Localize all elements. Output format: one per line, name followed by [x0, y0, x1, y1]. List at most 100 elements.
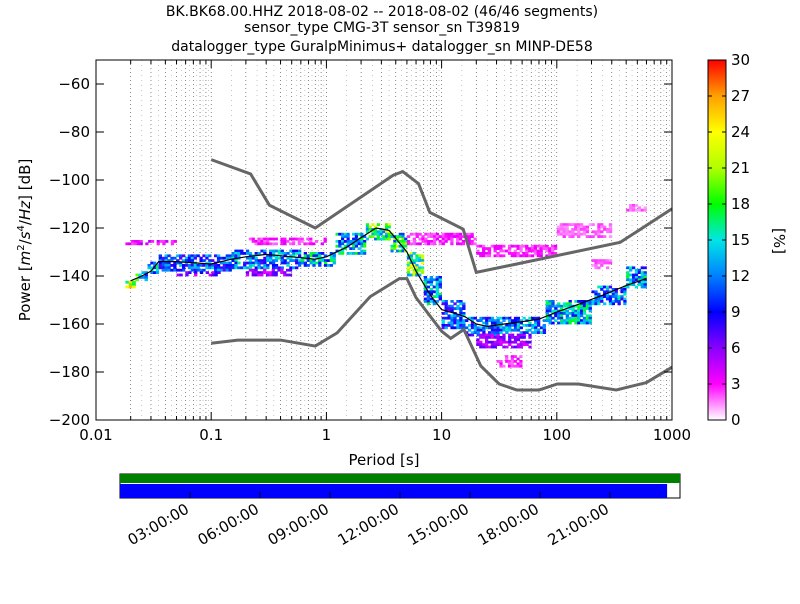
density-cell	[128, 283, 133, 286]
density-cell	[323, 237, 327, 241]
density-cell	[496, 328, 500, 332]
density-cell	[219, 266, 224, 270]
density-cell	[420, 261, 425, 265]
density-cell	[357, 252, 361, 255]
density-cell	[600, 230, 604, 234]
density-cell	[545, 244, 549, 248]
density-cell	[479, 336, 483, 339]
density-cell	[125, 285, 130, 289]
density-cell	[458, 235, 463, 238]
density-cell	[346, 237, 350, 241]
density-cell	[312, 259, 316, 262]
density-cell	[513, 316, 518, 320]
density-cell	[444, 237, 448, 241]
density-cell	[365, 230, 369, 234]
density-cell	[516, 343, 521, 346]
density-cell	[502, 319, 506, 322]
density-cell	[467, 235, 471, 238]
density-cell	[426, 280, 431, 284]
density-cell	[528, 249, 532, 253]
density-cell	[611, 300, 615, 303]
density-cell	[205, 271, 210, 274]
density-cell	[415, 264, 419, 267]
density-cell	[519, 343, 523, 346]
density-cell	[479, 244, 483, 248]
density-cell	[565, 309, 569, 313]
density-cell	[357, 232, 361, 236]
density-cell	[418, 237, 422, 241]
density-cell	[423, 300, 428, 303]
density-cell	[562, 230, 566, 234]
density-cell	[582, 321, 587, 325]
density-cell	[438, 242, 442, 246]
density-cell	[251, 273, 255, 277]
density-cell	[482, 244, 486, 248]
density-cell	[196, 268, 200, 272]
density-cell	[385, 232, 389, 236]
density-cell	[271, 259, 276, 262]
density-cell	[248, 261, 253, 265]
colorbar-tick-label: 3	[731, 375, 741, 393]
density-cell	[479, 343, 483, 346]
density-cell	[496, 254, 500, 258]
density-cell	[519, 336, 523, 339]
density-cell	[453, 321, 457, 325]
density-cell	[513, 336, 518, 339]
density-cell	[551, 249, 555, 253]
density-cell	[280, 252, 284, 255]
density-cell	[459, 321, 463, 325]
density-cell	[125, 242, 129, 246]
density-cell	[582, 319, 587, 322]
density-cell	[291, 240, 296, 243]
density-cell	[435, 235, 440, 238]
density-cell	[187, 264, 192, 267]
density-cell	[286, 256, 290, 260]
density-cell	[545, 247, 549, 250]
density-cell	[300, 261, 305, 265]
colorbar-tick-label: 18	[731, 195, 750, 213]
density-cell	[237, 252, 241, 255]
density-cell	[554, 304, 558, 308]
density-cell	[286, 264, 290, 267]
density-cell	[365, 223, 369, 226]
colorbar-label: [%]	[770, 228, 788, 254]
density-cell	[406, 266, 411, 270]
density-cell	[458, 232, 463, 236]
density-cell	[580, 309, 584, 313]
density-cell	[269, 259, 273, 262]
density-cell	[499, 316, 503, 320]
y-label-exp-s: 4	[16, 225, 27, 231]
density-cell	[274, 273, 278, 277]
density-cell	[194, 271, 198, 274]
density-cell	[335, 244, 339, 248]
density-cell	[594, 300, 598, 303]
density-cell	[184, 261, 189, 265]
density-cell	[352, 247, 356, 250]
density-cell	[574, 312, 578, 315]
density-cell	[216, 268, 221, 272]
x-tick-label: 0.1	[199, 426, 223, 444]
density-cell	[519, 360, 523, 363]
density-cell	[323, 240, 327, 243]
density-cell	[387, 230, 391, 234]
density-cell	[153, 261, 157, 265]
density-cell	[553, 244, 558, 248]
density-cell	[565, 302, 569, 306]
noise-model-low-curve	[211, 277, 673, 392]
density-cell	[291, 242, 296, 246]
density-cell	[424, 242, 428, 246]
timeline-coverage-bar	[120, 484, 668, 498]
density-cell	[148, 240, 152, 243]
density-cell	[335, 249, 339, 253]
density-cell	[444, 300, 448, 303]
density-cell	[562, 321, 567, 325]
density-cell	[545, 307, 549, 310]
density-cell	[640, 208, 644, 212]
density-cell	[456, 324, 460, 327]
density-cell	[193, 254, 197, 258]
density-cell	[312, 254, 316, 258]
density-cell	[312, 252, 316, 255]
density-cell	[222, 256, 227, 260]
density-cell	[579, 225, 584, 229]
density-cell	[234, 249, 238, 253]
